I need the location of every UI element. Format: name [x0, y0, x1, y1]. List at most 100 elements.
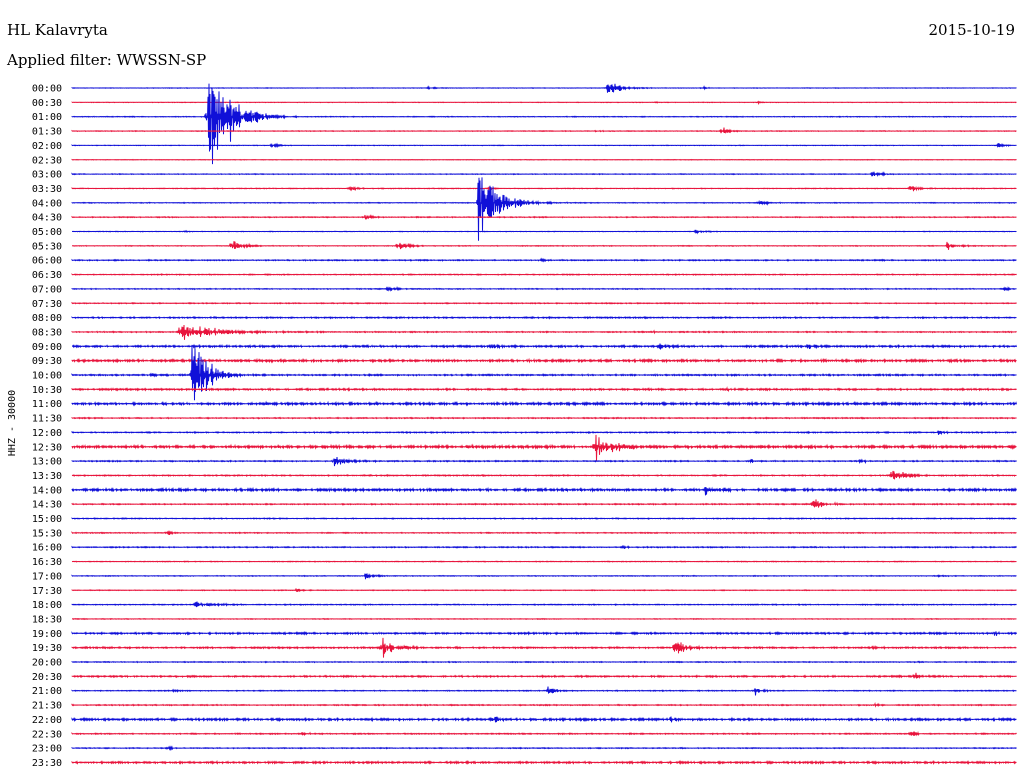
time-tick-label: 08:30 [32, 327, 62, 338]
trace-1200 [71, 430, 1017, 436]
trace-0330 [71, 185, 1017, 192]
time-tick-label: 08:00 [32, 313, 62, 324]
time-tick-label: 13:30 [32, 471, 62, 482]
time-tick-label: 02:30 [32, 155, 62, 166]
filter-label: Applied filter: WWSSN-SP [7, 51, 207, 69]
time-tick-label: 03:30 [32, 184, 62, 195]
time-tick-label: 19:00 [32, 629, 62, 640]
time-tick-label: 20:00 [32, 658, 62, 669]
time-tick-label: 06:30 [32, 270, 62, 281]
time-tick-label: 16:00 [32, 543, 62, 554]
time-tick-label: 21:00 [32, 686, 62, 697]
trace-1600 [71, 545, 1017, 550]
trace-0700 [71, 286, 1017, 292]
time-tick-label: 09:00 [32, 342, 62, 353]
trace-0100 [71, 83, 1017, 165]
time-tick-label: 12:30 [32, 442, 62, 453]
time-tick-label: 11:30 [32, 414, 62, 425]
trace-1400 [71, 486, 1017, 496]
trace-2000 [71, 660, 1017, 664]
time-tick-label: 22:30 [32, 729, 62, 740]
time-tick-label: 05:00 [32, 227, 62, 238]
trace-0900 [72, 343, 1017, 350]
time-tick-label: 15:00 [32, 514, 62, 525]
trace-0400 [71, 177, 1017, 241]
time-tick-label: 10:00 [32, 371, 62, 382]
time-tick-label: 00:00 [32, 84, 62, 95]
trace-0730 [71, 301, 1017, 305]
trace-0000 [71, 83, 1017, 93]
trace-1900 [71, 630, 1017, 636]
time-tick-label: 00:30 [32, 98, 62, 109]
time-tick-label: 17:30 [32, 586, 62, 597]
time-tick-label: 20:30 [32, 672, 62, 683]
trace-1100 [71, 400, 1017, 407]
trace-0800 [71, 315, 1017, 320]
time-tick-labels: 00:00 00:30 01:00 01:30 02:00 02:30 03:00 03:30… [32, 84, 62, 769]
trace-2130 [71, 702, 1017, 708]
time-tick-label: 12:00 [32, 428, 62, 439]
trace-2200 [71, 716, 1017, 723]
trace-2300 [71, 745, 1017, 752]
trace-1500 [71, 517, 1017, 521]
time-tick-label: 19:30 [32, 643, 62, 654]
trace-0500 [72, 229, 1017, 235]
time-tick-label: 10:30 [32, 385, 62, 396]
time-tick-label: 15:30 [32, 528, 62, 539]
trace-1330 [71, 470, 1017, 480]
trace-1930 [71, 637, 1017, 658]
trace-1730 [71, 588, 1017, 592]
date-label: 2015-10-19 [928, 21, 1015, 39]
time-tick-label: 22:00 [32, 715, 62, 726]
trace-0930 [71, 357, 1017, 364]
trace-1700 [71, 573, 1017, 580]
trace-0200 [71, 142, 1017, 148]
trace-0830 [71, 324, 1017, 340]
time-tick-label: 05:30 [32, 241, 62, 252]
time-tick-label: 06:00 [32, 256, 62, 267]
trace-2330 [71, 759, 1017, 766]
time-tick-label: 07:00 [32, 284, 62, 295]
time-tick-label: 09:30 [32, 356, 62, 367]
trace-2100 [71, 686, 1017, 696]
time-tick-label: 13:00 [32, 457, 62, 468]
time-tick-label: 11:00 [32, 399, 62, 410]
trace-0300 [71, 171, 1017, 178]
trace-0130 [71, 127, 1017, 135]
trace-1230 [71, 434, 1017, 461]
time-tick-label: 02:00 [32, 141, 62, 152]
trace-0430 [71, 214, 1017, 220]
trace-0230 [71, 158, 1017, 161]
trace-1300 [71, 456, 1017, 467]
trace-1830 [71, 617, 1017, 621]
trace-1800 [71, 601, 1017, 608]
time-tick-label: 04:00 [32, 198, 62, 209]
time-tick-label: 01:00 [32, 112, 62, 123]
trace-2030 [71, 672, 1017, 680]
time-tick-label: 04:30 [32, 213, 62, 224]
time-tick-label: 18:30 [32, 614, 62, 625]
trace-1430 [71, 499, 1017, 508]
time-tick-label: 01:30 [32, 127, 62, 138]
trace-0600 [71, 257, 1017, 263]
time-tick-label: 07:30 [32, 299, 62, 310]
trace-2230 [71, 731, 1017, 737]
time-tick-label: 23:00 [32, 744, 62, 755]
trace-1130 [71, 416, 1017, 420]
trace-0030 [71, 100, 1017, 106]
seismic-traces [71, 83, 1017, 766]
trace-1030 [71, 386, 1017, 393]
time-tick-label: 23:30 [32, 758, 62, 769]
trace-1630 [71, 560, 1017, 563]
channel-label: HHZ - 30000 [7, 390, 18, 456]
time-tick-label: 16:30 [32, 557, 62, 568]
station-title: HL Kalavryta [7, 21, 108, 39]
trace-0530 [71, 241, 1017, 250]
time-tick-label: 21:30 [32, 701, 62, 712]
time-tick-label: 17:00 [32, 571, 62, 582]
time-tick-label: 03:00 [32, 170, 62, 181]
trace-0630 [71, 273, 1017, 277]
time-tick-label: 14:30 [32, 500, 62, 511]
trace-1000 [71, 344, 1017, 401]
time-tick-label: 18:00 [32, 600, 62, 611]
